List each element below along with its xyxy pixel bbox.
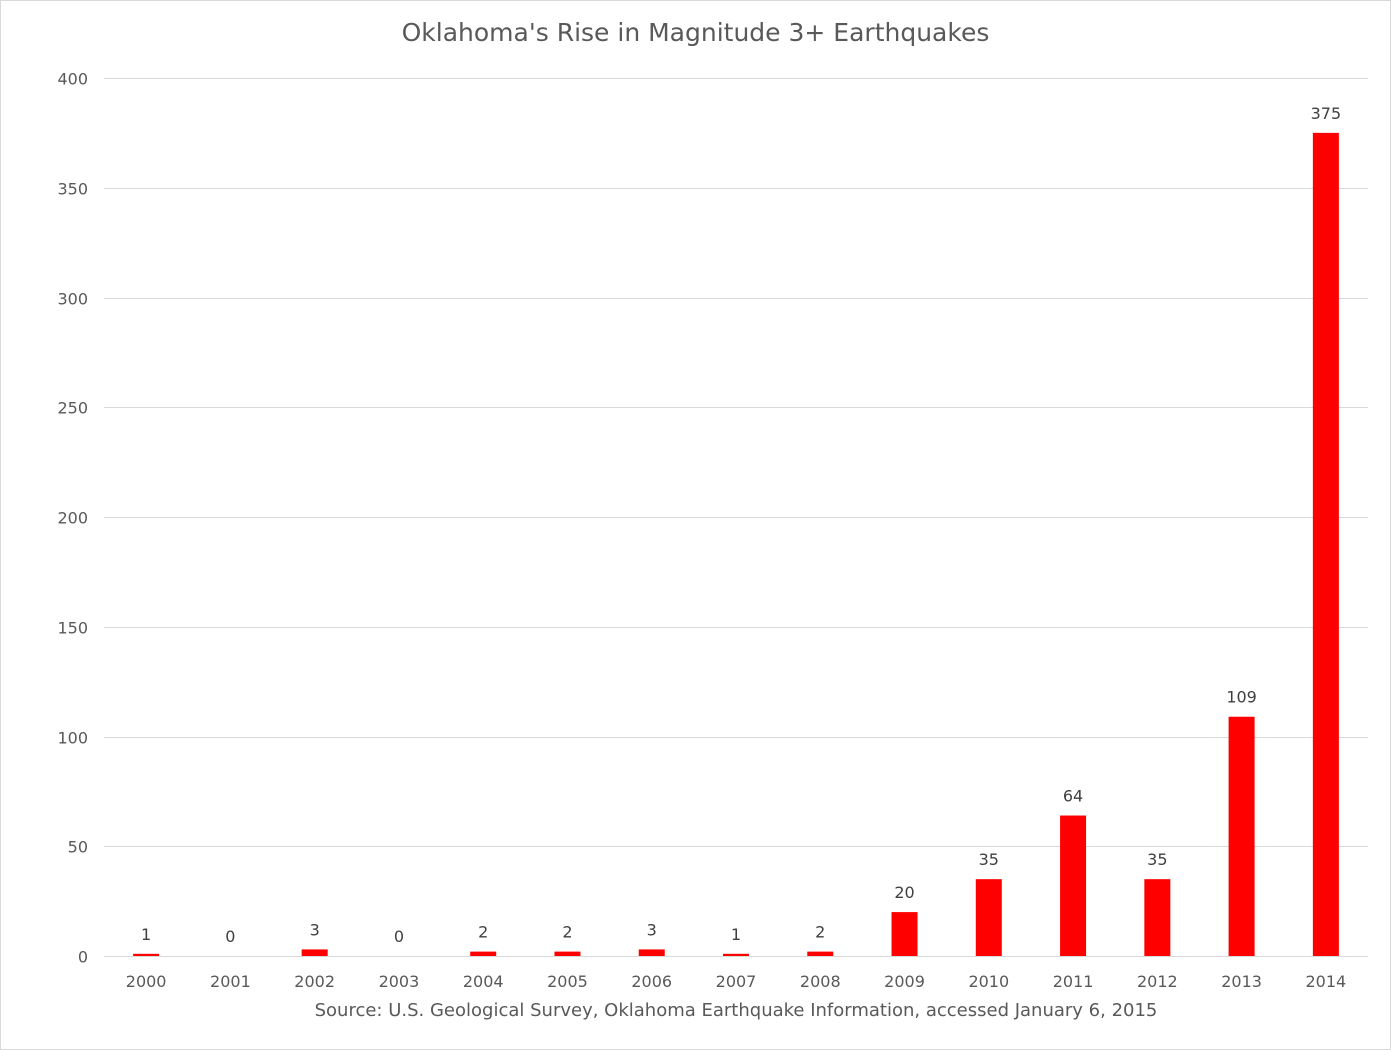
y-tick-label: 100: [57, 729, 88, 748]
y-tick-label: 200: [57, 509, 88, 528]
bar-2007: [723, 953, 749, 956]
bar-2009: [891, 912, 918, 956]
x-tick-label: 2000: [126, 972, 167, 991]
y-tick-label: 150: [57, 619, 88, 638]
y-tick-label: 0: [78, 948, 88, 967]
source-note: Source: U.S. Geological Survey, Oklahoma…: [314, 1000, 1158, 1021]
bar-2010: [975, 879, 1002, 956]
y-axis-ticks: 0 50 100 150 200 250 300 350 400: [57, 70, 88, 967]
x-tick-label: 2007: [716, 972, 757, 991]
x-tick-label: 2012: [1137, 972, 1178, 991]
bar-2000: [133, 953, 160, 956]
x-tick-label: 2009: [884, 972, 925, 991]
data-label-2008: 2: [815, 923, 825, 942]
y-tick-label: 50: [68, 838, 88, 857]
data-label-2010: 35: [979, 850, 999, 869]
gridlines: [104, 78, 1368, 957]
x-tick-label: 2008: [800, 972, 841, 991]
data-label-2003: 0: [394, 927, 404, 946]
y-tick-label: 300: [57, 290, 88, 309]
data-label-2007: 1: [731, 925, 741, 944]
bar-2011: [1060, 815, 1087, 956]
chart-title: Oklahoma's Rise in Magnitude 3+ Earthqua…: [401, 18, 990, 47]
data-labels: 1 0 3 0 2 2 3 1 2 20 35 64 35 109 375: [141, 104, 1341, 946]
bar-2004: [470, 951, 497, 956]
data-label-2006: 3: [647, 920, 657, 939]
x-tick-label: 2003: [379, 972, 420, 991]
data-label-2014: 375: [1311, 104, 1342, 123]
x-tick-label: 2002: [294, 972, 335, 991]
bar-2012: [1144, 879, 1171, 956]
bar-2006: [638, 949, 665, 956]
data-label-2001: 0: [225, 927, 235, 946]
data-label-2011: 64: [1063, 787, 1083, 806]
x-tick-label: 2010: [968, 972, 1009, 991]
data-label-2005: 2: [562, 923, 572, 942]
bar-2005: [554, 951, 581, 956]
x-tick-label: 2013: [1221, 972, 1262, 991]
data-label-2013: 109: [1226, 688, 1257, 707]
x-tick-label: 2001: [210, 972, 251, 991]
data-label-2012: 35: [1147, 850, 1167, 869]
y-tick-label: 350: [57, 180, 88, 199]
y-tick-label: 400: [57, 70, 88, 89]
x-tick-label: 2005: [547, 972, 588, 991]
x-tick-label: 2004: [463, 972, 504, 991]
bar-2008: [807, 951, 834, 956]
y-tick-label: 250: [57, 399, 88, 418]
bar-2014: [1312, 132, 1339, 956]
data-label-2009: 20: [894, 883, 914, 902]
bar-2013: [1228, 716, 1255, 956]
bar-2002: [301, 949, 328, 956]
x-tick-label: 2006: [631, 972, 672, 991]
data-label-2004: 2: [478, 923, 488, 942]
data-label-2000: 1: [141, 925, 151, 944]
data-label-2002: 3: [310, 920, 320, 939]
x-tick-label: 2011: [1053, 972, 1094, 991]
x-tick-label: 2014: [1306, 972, 1347, 991]
x-axis-ticks: 2000 2001 2002 2003 2004 2005 2006 2007 2008 2009…: [126, 972, 1346, 991]
bars: [133, 132, 1339, 956]
